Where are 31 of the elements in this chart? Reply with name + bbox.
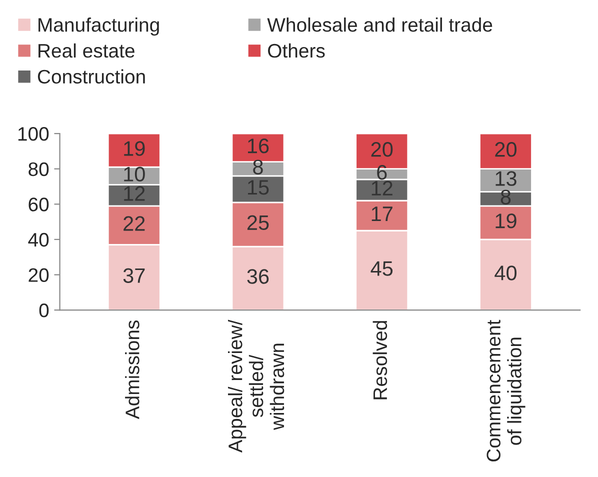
x-tick-label: Commencement of liquidation [486,320,526,462]
data-label: 20 [371,142,393,157]
data-label: 8 [500,190,511,204]
x-tick-label: Resolved [372,321,388,400]
data-label: 22 [124,216,145,231]
y-tick-label: 100 [18,127,49,141]
data-label: 13 [496,171,516,186]
y-tick-label: 0 [39,304,49,318]
data-label: 20 [495,142,517,157]
y-tick-label: 60 [28,198,49,212]
data-label: 17 [372,206,392,222]
legend-label: Others [268,43,325,58]
data-label: 36 [247,269,269,284]
data-label: 45 [370,261,393,276]
data-label: 19 [496,214,516,228]
data-label: 19 [124,141,145,156]
y-tick-label: 80 [28,162,49,176]
legend-label: Real estate [38,43,134,58]
legend-label: Manufacturing [38,18,159,36]
x-tick-label: Appeal/ review/ settled/ withdrawn [228,320,284,453]
data-label: 16 [248,138,269,154]
legend-label: Construction [38,69,145,84]
data-label: 10 [124,166,145,182]
legend-label: Wholesale and retail trade [267,18,492,32]
y-tick-label: 20 [28,268,49,282]
y-tick-label: 40 [28,232,49,247]
data-label: 40 [494,266,517,280]
data-label: 37 [123,268,145,283]
data-label: 25 [247,215,269,230]
x-tick-label: Admissions [125,320,140,420]
data-label: 8 [253,160,263,174]
